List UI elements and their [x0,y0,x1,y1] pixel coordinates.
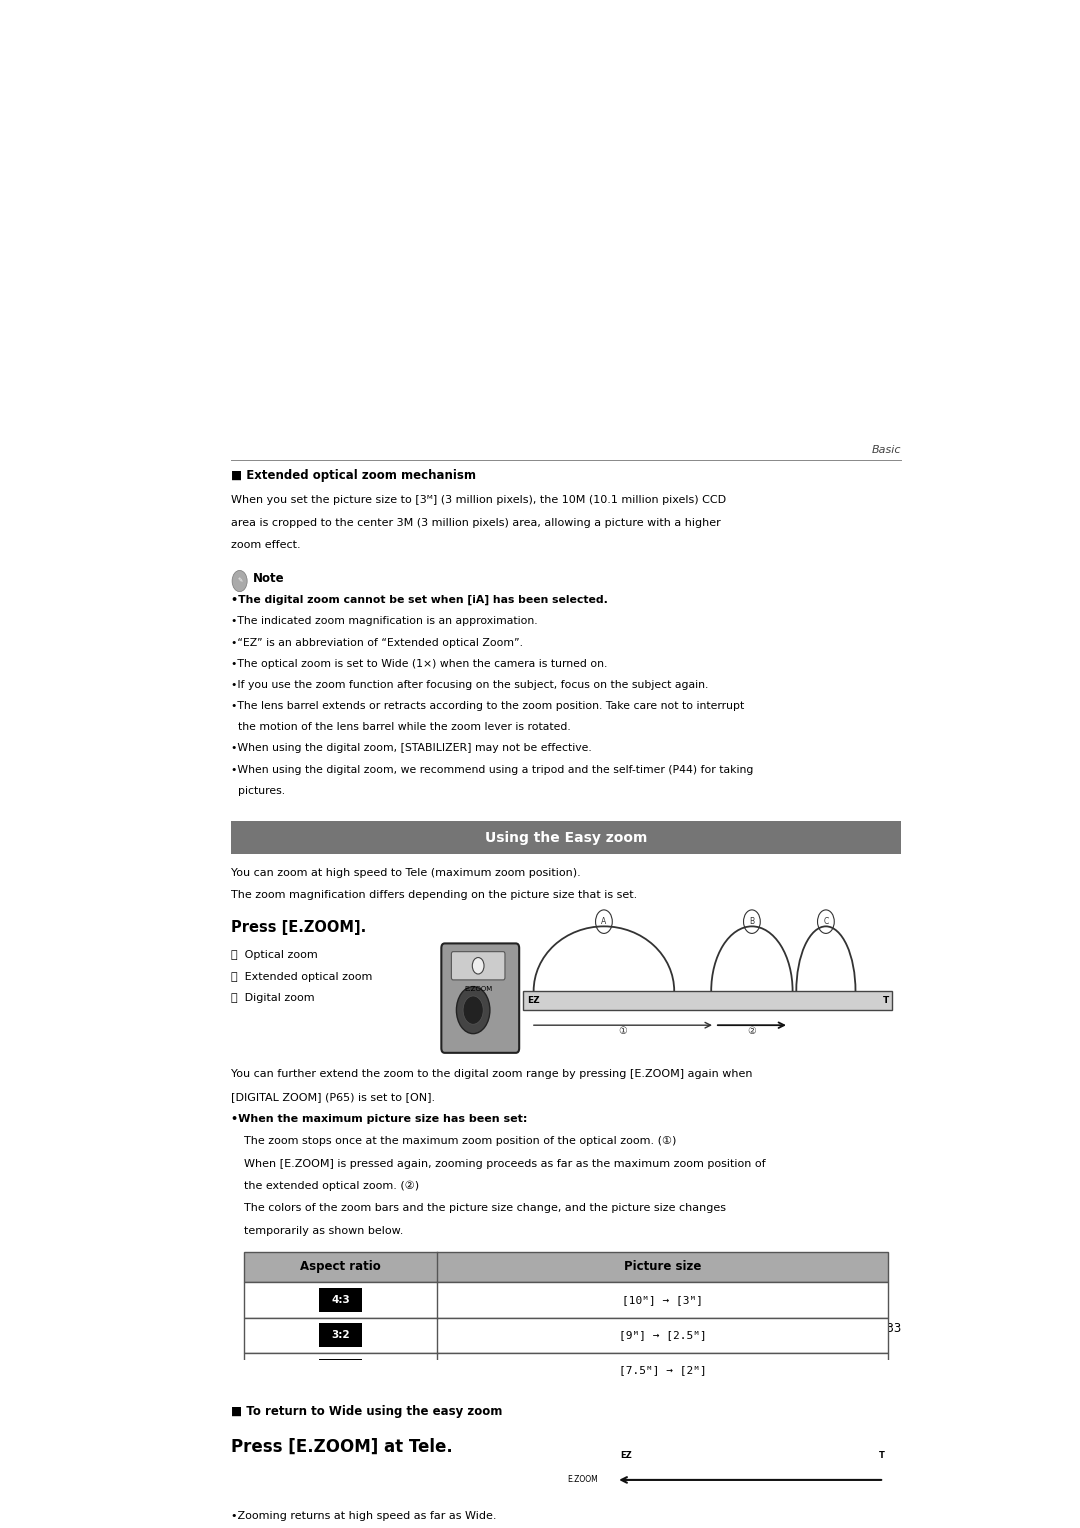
Text: ✎: ✎ [237,579,242,584]
Text: B: B [750,917,755,926]
Text: A: A [602,917,607,926]
Text: EZ: EZ [527,996,540,1005]
Text: ⓑ  Extended optical zoom: ⓑ Extended optical zoom [231,972,373,981]
Text: T: T [879,1450,885,1459]
Text: [DIGITAL ZOOM] (P65) is set to [ON].: [DIGITAL ZOOM] (P65) is set to [ON]. [231,1091,435,1102]
Text: •The indicated zoom magnification is an approximation.: •The indicated zoom magnification is an … [231,616,538,626]
Text: •When the maximum picture size has been set:: •When the maximum picture size has been … [231,1114,528,1125]
Bar [617,1444,889,1465]
Text: Picture size: Picture size [624,1261,701,1273]
Text: C: C [823,917,828,926]
Text: ①: ① [619,1027,627,1036]
Text: [9ᴹ] → [2.5ᴹ]: [9ᴹ] → [2.5ᴹ] [619,1331,706,1340]
FancyBboxPatch shape [442,943,519,1053]
Text: Note: Note [253,571,285,585]
Text: area is cropped to the center 3M (3 million pixels) area, allowing a picture wit: area is cropped to the center 3M (3 mill… [231,518,721,527]
Text: ⓐ  Optical zoom: ⓐ Optical zoom [231,950,318,961]
Bar [523,992,892,1010]
Text: E.ZOOM: E.ZOOM [567,1475,598,1484]
Bar [319,1323,362,1348]
Text: zoom effect.: zoom effect. [231,539,301,550]
Bar [244,1317,888,1352]
Circle shape [463,996,483,1024]
Text: 4:3: 4:3 [332,1294,350,1305]
Bar [231,821,901,854]
Text: When you set the picture size to [3ᴹ] (3 million pixels), the 10M (10.1 million : When you set the picture size to [3ᴹ] (3… [231,495,727,506]
Text: 3:2: 3:2 [332,1331,350,1340]
Text: •The optical zoom is set to Wide (1×) when the camera is turned on.: •The optical zoom is set to Wide (1×) wh… [231,659,608,669]
Text: Using the Easy zoom: Using the Easy zoom [485,831,647,845]
Text: Aspect ratio: Aspect ratio [300,1261,381,1273]
Text: Press [E.ZOOM] at Tele.: Press [E.ZOOM] at Tele. [231,1438,453,1456]
Circle shape [232,570,247,591]
Bar [244,1251,888,1282]
Text: E.ZOOM: E.ZOOM [464,986,492,992]
Text: Press [E.ZOOM].: Press [E.ZOOM]. [231,920,366,935]
Text: pictures.: pictures. [231,785,285,796]
Text: the motion of the lens barrel while the zoom lever is rotated.: the motion of the lens barrel while the … [231,723,571,732]
Bar [319,1288,362,1311]
Text: The zoom magnification differs depending on the picture size that is set.: The zoom magnification differs depending… [231,891,637,900]
Text: temporarily as shown below.: temporarily as shown below. [244,1225,403,1236]
Bar [319,1358,362,1383]
Text: ②: ② [747,1027,756,1036]
Bar [244,1282,888,1317]
Circle shape [457,987,490,1033]
Text: •The lens barrel extends or retracts according to the zoom position. Take care n: •The lens barrel extends or retracts acc… [231,701,744,711]
Text: •When using the digital zoom, we recommend using a tripod and the self-timer (P4: •When using the digital zoom, we recomme… [231,764,754,775]
Text: T: T [882,996,889,1005]
Bar [619,1447,886,1464]
Text: ■ To return to Wide using the easy zoom: ■ To return to Wide using the easy zoom [231,1404,502,1418]
Text: •The digital zoom cannot be set when [iA] has been selected.: •The digital zoom cannot be set when [iA… [231,594,608,605]
Text: You can further extend the zoom to the digital zoom range by pressing [E.ZOOM] a: You can further extend the zoom to the d… [231,1070,753,1079]
Text: The zoom stops once at the maximum zoom position of the optical zoom. (①): The zoom stops once at the maximum zoom … [244,1137,676,1146]
Text: •If you use the zoom function after focusing on the subject, focus on the subjec: •If you use the zoom function after focu… [231,680,708,689]
Circle shape [573,1442,592,1468]
Text: [7.5ᴹ] → [2ᴹ]: [7.5ᴹ] → [2ᴹ] [619,1366,706,1375]
Text: •“EZ” is an abbreviation of “Extended optical Zoom”.: •“EZ” is an abbreviation of “Extended op… [231,637,523,648]
Text: You can zoom at high speed to Tele (maximum zoom position).: You can zoom at high speed to Tele (maxi… [231,868,581,879]
Text: the extended optical zoom. (②): the extended optical zoom. (②) [244,1181,419,1192]
Text: VQT1M59  33: VQT1M59 33 [822,1322,901,1334]
Text: •Zooming returns at high speed as far as Wide.: •Zooming returns at high speed as far as… [231,1511,497,1520]
Text: [10ᴹ] → [3ᴹ]: [10ᴹ] → [3ᴹ] [622,1294,703,1305]
FancyBboxPatch shape [451,952,505,979]
Bar [244,1352,888,1387]
Text: ■ Extended optical zoom mechanism: ■ Extended optical zoom mechanism [231,469,476,483]
Circle shape [472,958,484,973]
Text: When [E.ZOOM] is pressed again, zooming proceeds as far as the maximum zoom posi: When [E.ZOOM] is pressed again, zooming … [244,1158,766,1169]
Text: •When using the digital zoom, [STABILIZER] may not be effective.: •When using the digital zoom, [STABILIZE… [231,744,592,753]
Text: Basic: Basic [872,445,901,455]
Text: The colors of the zoom bars and the picture size change, and the picture size ch: The colors of the zoom bars and the pict… [244,1204,726,1213]
Text: ⓒ  Digital zoom: ⓒ Digital zoom [231,993,315,1002]
Text: EZ: EZ [620,1450,632,1459]
Text: 16:9: 16:9 [327,1366,353,1375]
